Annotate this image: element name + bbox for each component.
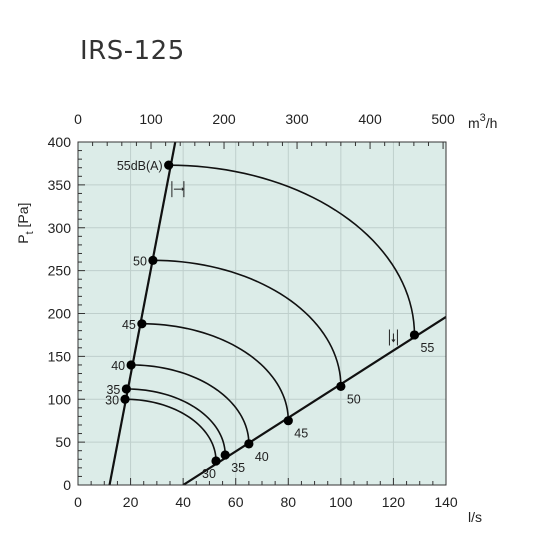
tolerance-marker [171, 181, 185, 198]
x2-tick-label: 400 [358, 111, 382, 127]
curve-end-marker-30 [211, 456, 221, 466]
curve-start-marker-40 [126, 360, 136, 370]
grid [78, 142, 446, 485]
x2-axis-label: m3/h [468, 112, 497, 131]
y-tick-label: 350 [48, 177, 72, 193]
y-axis-label-base: P [15, 234, 31, 243]
tick-labels: 0 20 40 60 80 100 120 1400501001502002503003504… [48, 111, 458, 510]
curve-end-label: 55 [420, 341, 434, 355]
x2-axis-label-sup: 3 [480, 112, 486, 124]
y-tick-label: 300 [48, 220, 72, 236]
x-tick-label: 20 [123, 494, 139, 510]
curve-start-label: 40 [111, 359, 125, 373]
curve-start-marker-45 [137, 319, 147, 329]
curve-end-label: 35 [231, 461, 245, 475]
markers [120, 160, 420, 466]
y-axis-label-rest: [Pa] [15, 203, 31, 232]
page-title: IRS-125 [80, 36, 185, 66]
x-axis-label: l/s [468, 509, 482, 525]
minor-ticks [78, 142, 444, 485]
y-tick-label: 200 [48, 306, 72, 322]
tolerance-marker [388, 329, 398, 346]
curve-end-marker-40 [244, 439, 254, 449]
plot-frame [77, 141, 447, 486]
sound-curve-45 [141, 322, 290, 421]
x-tick-label: 0 [74, 494, 82, 510]
x-tick-label: 40 [175, 494, 191, 510]
y-tick-label: 0 [63, 477, 71, 493]
x2-tick-label: 300 [285, 111, 309, 127]
x2-tick-label: 100 [139, 111, 163, 127]
x-tick-label: 60 [228, 494, 244, 510]
curve-end-marker-45 [283, 416, 293, 426]
y-axis-label: Pt [Pa] [15, 203, 36, 244]
curve-start-label: 50 [133, 254, 147, 268]
tolerance-arrowhead [181, 187, 184, 192]
series [108, 142, 446, 485]
y-tick-label: 50 [55, 434, 71, 450]
curve-start-marker-50 [148, 255, 158, 265]
y-tick-label: 100 [48, 391, 72, 407]
curve-end-label: 30 [202, 467, 216, 481]
curve-end-label: 50 [347, 392, 361, 406]
upper-system-line [108, 142, 177, 485]
curve-end-label: 45 [294, 427, 308, 441]
x2-tick-label: 200 [212, 111, 236, 127]
sound-curve-50 [152, 259, 342, 387]
y-tick-label: 400 [48, 134, 72, 150]
annotations [171, 181, 398, 346]
curve-start-marker-35 [121, 384, 131, 394]
curve-end-marker-50 [336, 381, 346, 391]
x2-axis-label-rest: /h [486, 115, 498, 131]
curve-end-marker-55 [409, 330, 420, 340]
x2-tick-label: 500 [431, 111, 455, 127]
y-axis-label-sub: t [24, 231, 36, 234]
y-tick-label: 150 [48, 348, 72, 364]
sound-curve-55 [168, 164, 416, 335]
curve-start-marker-30 [120, 394, 130, 404]
curve-start-label: 55dB(A) [117, 159, 163, 173]
sound-curve-40 [131, 364, 250, 444]
curve-start-label: 30 [105, 393, 119, 407]
curve-start-marker-55 [164, 160, 174, 170]
y-tick-label: 250 [48, 263, 72, 279]
x2-tick-label: 0 [74, 111, 82, 127]
curve-end-label: 40 [255, 450, 269, 464]
x-tick-label: 80 [280, 494, 296, 510]
x-tick-label: 120 [382, 494, 406, 510]
x-tick-label: 140 [434, 494, 458, 510]
sound-curve-35 [126, 388, 226, 456]
curve-start-label: 35 [106, 383, 120, 397]
x-tick-label: 100 [329, 494, 353, 510]
curve-start-label: 45 [122, 318, 136, 332]
sound-curve-30 [125, 398, 217, 462]
tolerance-arrowhead [391, 339, 396, 343]
curve-end-marker-35 [220, 450, 230, 460]
x2-axis-label-base: m [468, 115, 480, 131]
